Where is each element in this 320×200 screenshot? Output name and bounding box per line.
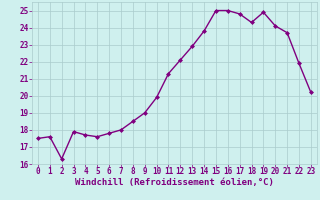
X-axis label: Windchill (Refroidissement éolien,°C): Windchill (Refroidissement éolien,°C) bbox=[75, 178, 274, 187]
